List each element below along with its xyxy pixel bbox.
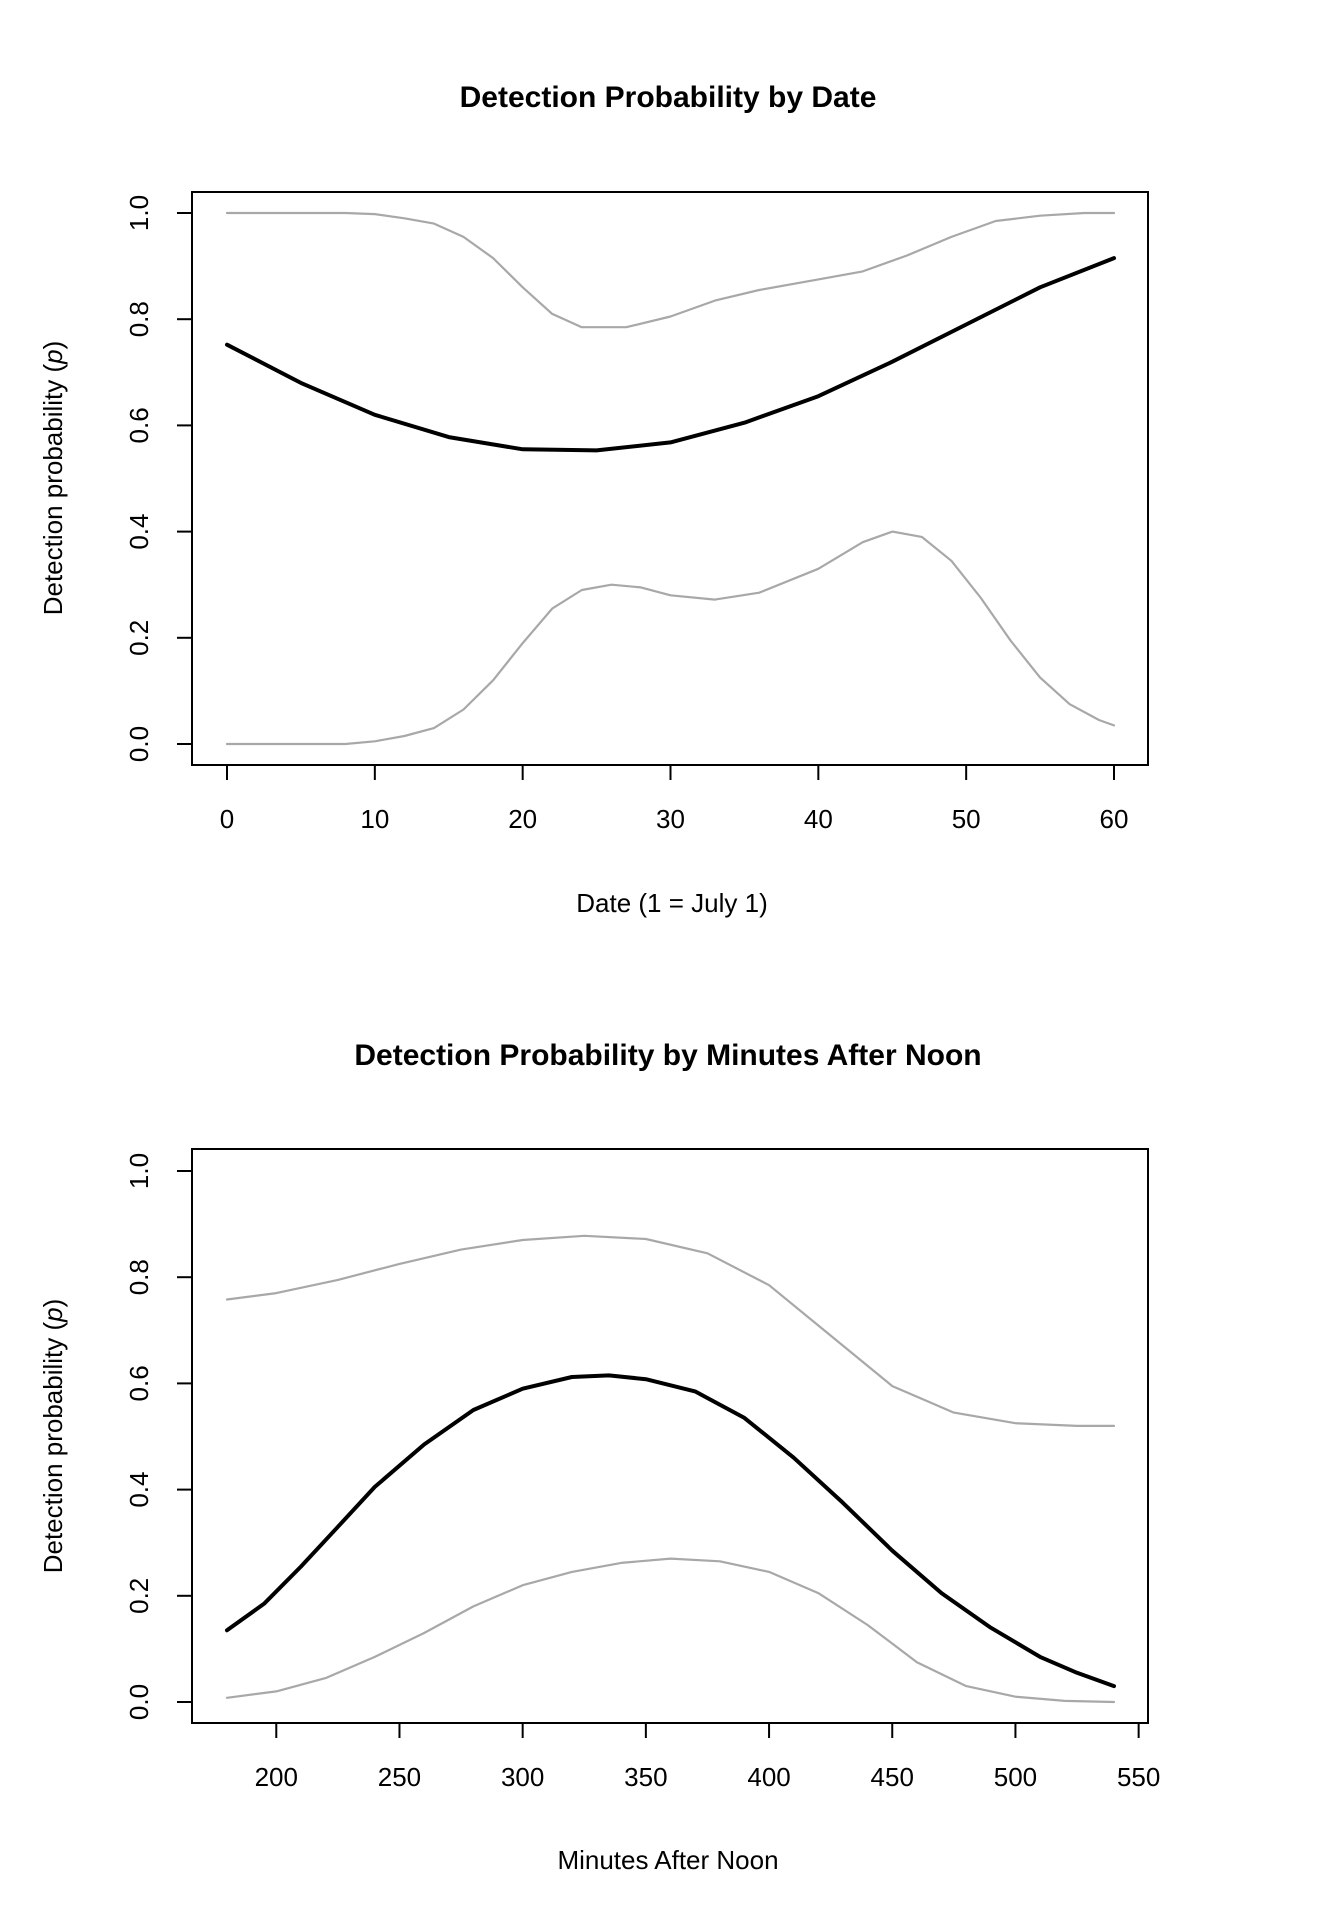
x-tick-label: 0 [220,804,234,834]
y-axis-label-italic: p [38,349,68,364]
y-tick-label: 1.0 [124,1153,154,1189]
y-tick-label: 0.8 [124,1259,154,1295]
x-tick-label: 500 [994,1762,1037,1792]
y-axis: 0.0 0.2 0.4 0.6 0.8 1.0 [124,1153,193,1720]
plot-frame [191,191,1149,766]
series-group [225,211,1116,746]
x-tick-label: 400 [747,1762,790,1792]
x-tick-label: 250 [378,1762,421,1792]
y-tick-label: 0.8 [124,301,154,337]
x-axis-label: Minutes After Noon [557,1845,778,1875]
y-axis: 0.0 0.2 0.4 0.6 0.8 1.0 [124,195,193,762]
y-axis-label-italic: p [38,1307,68,1322]
y-axis-label-end: ) [38,1299,68,1308]
y-axis-label: Detection probability (p) [38,341,68,616]
chart-title: Detection Probability by Date [460,81,877,114]
y-tick-label: 0.2 [124,1578,154,1614]
x-tick-label: 350 [624,1762,667,1792]
series-line-upper [225,211,1116,329]
y-tick-label: 0.6 [124,407,154,443]
y-tick-label: 0.0 [124,1684,154,1720]
y-tick-label: 0.4 [124,1472,154,1508]
series-group [225,1234,1116,1704]
x-tick-label: 300 [501,1762,544,1792]
x-tick-label: 450 [871,1762,914,1792]
y-axis-label-end: ) [38,341,68,350]
x-tick-label: 200 [255,1762,298,1792]
y-tick-label: 0.4 [124,514,154,550]
y-axis-label-start: Detection probability ( [38,1322,68,1574]
series-line-lower [225,1557,1116,1704]
x-tick-label: 60 [1100,804,1129,834]
x-tick-label: 50 [952,804,981,834]
y-tick-label: 0.6 [124,1365,154,1401]
minutes-chart: Detection Probability by Minutes After N… [38,1039,1160,1875]
x-axis: 0 10 20 30 40 50 60 [220,764,1129,834]
y-axis-label-start: Detection probability ( [38,364,68,616]
series-line-lower [225,530,1116,746]
x-tick-label: 550 [1117,1762,1160,1792]
date-chart: Detection Probability by Date 0.00.20.40… [38,81,1149,918]
y-tick-label: 0.0 [124,726,154,762]
y-tick-label: 0.2 [124,620,154,656]
x-axis-label: Date (1 = July 1) [576,888,767,918]
x-tick-label: 10 [360,804,389,834]
y-axis-label: Detection probability (p) [38,1299,68,1574]
x-tick-label: 30 [656,804,685,834]
series-line-estimate [225,1373,1116,1689]
chart-title: Detection Probability by Minutes After N… [354,1039,981,1072]
x-tick-label: 40 [804,804,833,834]
y-tick-label: 1.0 [124,195,154,231]
x-axis: 200 250 300 350 400 450 500 550 [255,1722,1160,1792]
series-line-upper [225,1234,1116,1428]
series-line-estimate [225,256,1116,453]
x-tick-label: 20 [508,804,537,834]
